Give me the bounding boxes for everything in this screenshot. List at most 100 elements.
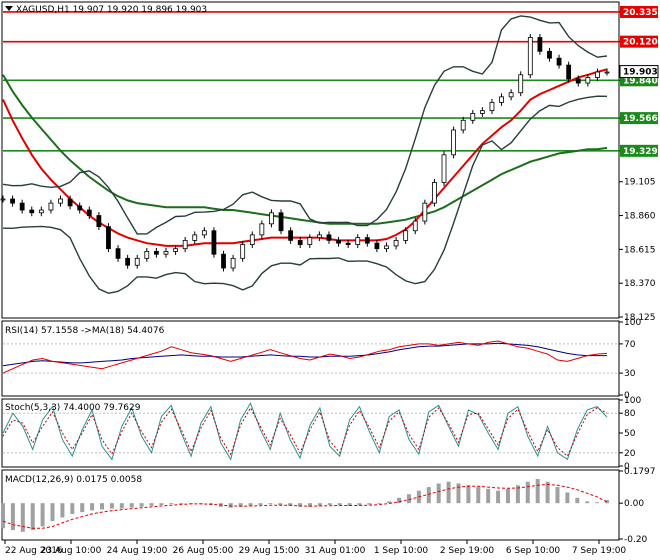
macd-bar	[307, 503, 312, 507]
time-tick-label: 1 Sep 10:00	[374, 546, 429, 556]
macd-bar	[268, 503, 273, 505]
macd-bar	[40, 503, 45, 527]
price-layer	[0, 11, 619, 295]
price-candle-body	[10, 198, 15, 204]
macd-bar	[70, 503, 75, 514]
price-candle-body	[518, 74, 524, 94]
price-candle-body	[307, 237, 313, 245]
level-tag-label: 19.329	[623, 147, 658, 157]
macd-bar	[139, 503, 144, 507]
price-candle-body	[67, 198, 73, 207]
macd-bar	[159, 503, 164, 505]
macd-bar	[119, 503, 124, 509]
price-candle-body	[556, 57, 562, 66]
price-tick-label: 19.105	[624, 178, 656, 188]
macd-title: MACD(12,26,9) 0.0175 0.0058	[5, 475, 142, 485]
price-candle-body	[86, 209, 92, 216]
ma-slow-line	[2, 74, 608, 225]
price-candle-body	[221, 253, 226, 269]
macd-bar	[298, 503, 303, 507]
macd-bar	[595, 502, 600, 504]
price-candle-body	[29, 209, 35, 214]
macd-bar	[90, 503, 95, 511]
stoch-layer	[2, 402, 619, 461]
main-panel-frame	[1, 1, 620, 319]
price-candle-body	[77, 205, 83, 211]
rsi-tick-label: 70	[624, 340, 636, 350]
current-price-tag-bg	[619, 65, 659, 79]
price-candle-body	[144, 251, 150, 259]
stoch-title: Stoch(5,3,3) 74.4000 79.7629	[5, 403, 141, 413]
price-candle-body	[192, 234, 198, 241]
macd-tick-label: 0.1797	[624, 467, 656, 477]
macd-bar	[327, 503, 332, 505]
macd-bar	[129, 503, 134, 508]
axis-layer: 20.335 20.120 19.90319.840 19.566 19.329 19.1…	[4, 5, 659, 556]
price-candle-body	[422, 202, 428, 222]
macd-bar	[387, 501, 392, 504]
stoch-tick-label: 80	[624, 409, 636, 419]
price-candle-body	[355, 237, 361, 245]
macd-bar	[585, 501, 590, 504]
time-tick-label: 7 Sep 19:00	[572, 546, 627, 556]
macd-bar	[575, 497, 580, 504]
price-candle-body	[259, 223, 265, 236]
price-candle-body	[134, 257, 140, 266]
macd-bar	[525, 481, 530, 504]
macd-bar	[466, 485, 471, 504]
price-candle-body	[48, 202, 54, 211]
macd-bar	[505, 488, 510, 504]
rsi-panel-frame	[1, 320, 620, 397]
price-candle-body	[441, 154, 447, 183]
macd-bar	[149, 503, 154, 506]
macd-bar	[515, 485, 520, 504]
price-candle-body	[336, 239, 341, 244]
stoch-tick-label: 20	[624, 449, 636, 459]
price-candle-body	[432, 182, 437, 204]
macd-bar	[109, 503, 114, 509]
macd-signal-line	[2, 483, 608, 529]
price-candle-body	[297, 239, 303, 245]
symbol-header: XAGUSD,H1 19.907 19.920 19.896 19.903	[16, 5, 207, 15]
level-tag-label: 20.335	[623, 8, 658, 18]
macd-bar	[258, 503, 263, 505]
price-candle-body	[0, 198, 6, 201]
price-candle-body	[479, 110, 485, 114]
time-tick-label: 31 Aug 01:00	[305, 546, 366, 556]
macd-bar	[60, 503, 65, 518]
macd-bar	[20, 503, 25, 532]
ma-fast-line	[2, 68, 608, 247]
price-candle-body	[585, 77, 591, 84]
price-tick-label: 18.370	[624, 279, 656, 289]
macd-bar	[100, 503, 105, 510]
macd-bar	[169, 503, 174, 505]
macd-tick-label: 0.00	[624, 499, 644, 509]
macd-bar	[30, 503, 35, 531]
time-tick-label: 23 Aug 10:00	[41, 546, 102, 556]
price-tick-label: 18.860	[624, 212, 656, 222]
macd-bar	[486, 488, 491, 504]
price-candle-body	[460, 119, 466, 131]
price-candle-body	[249, 234, 255, 245]
rsi-title: RSI(14) 57.1558 ->MA(18) 54.4076	[5, 326, 165, 336]
symbol-arrow-icon	[5, 6, 13, 11]
macd-bar	[50, 503, 55, 522]
price-candle-body	[106, 226, 111, 250]
price-candle-body	[451, 129, 457, 156]
current-price-tag: 19.903	[623, 68, 658, 78]
level-tag-bg	[620, 5, 658, 18]
macd-bar	[496, 490, 501, 504]
price-candle-body	[575, 78, 581, 84]
price-candle-body	[182, 239, 188, 250]
level-tag-label: 19.840	[623, 76, 658, 86]
price-candle-body	[201, 230, 207, 236]
time-tick-label: 29 Aug 15:00	[239, 546, 300, 556]
price-candle-body	[374, 242, 380, 250]
price-candle-body	[537, 37, 543, 52]
level-tag-label: 20.120	[623, 38, 658, 48]
macd-bar	[605, 500, 609, 504]
time-tick-label: 22 Aug 2016	[5, 546, 63, 556]
rsi-tick-label: 30	[624, 369, 636, 379]
